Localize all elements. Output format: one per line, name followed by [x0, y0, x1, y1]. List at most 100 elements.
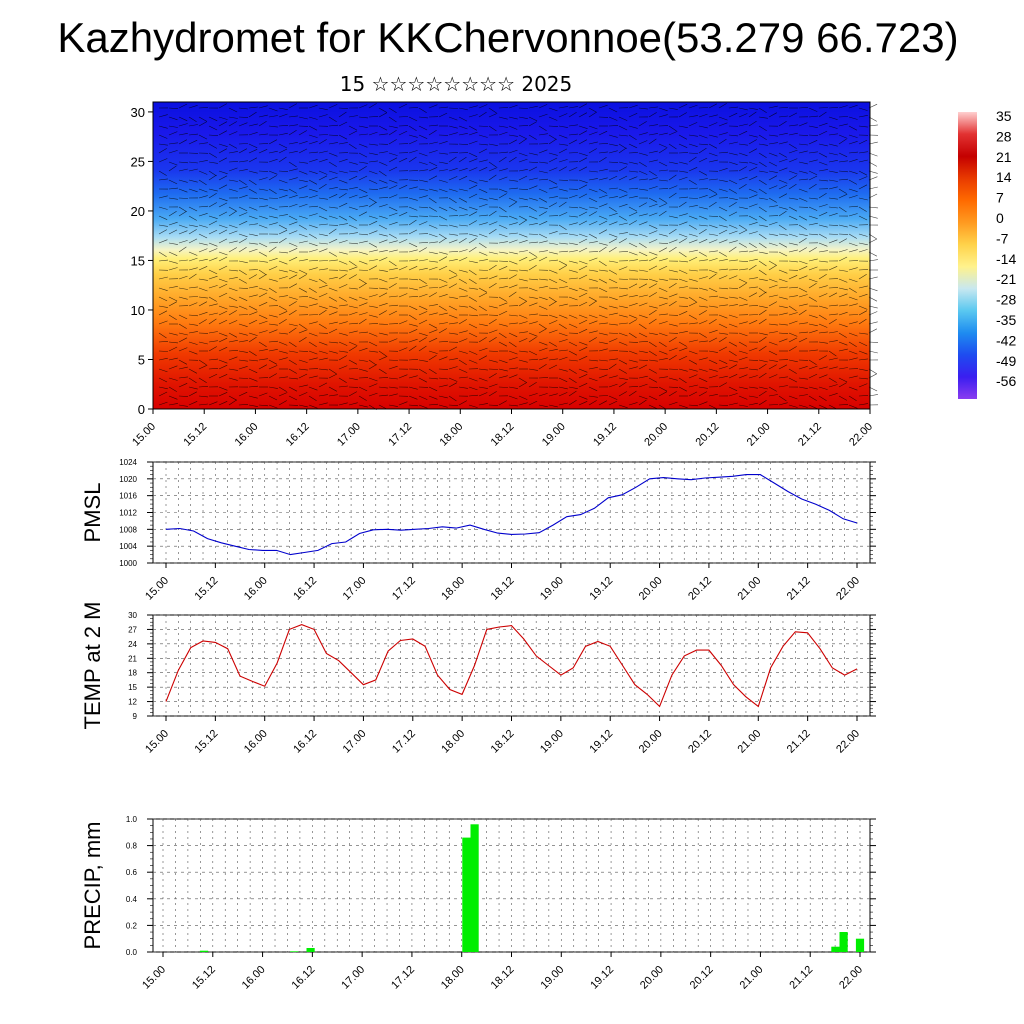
wind-barb	[658, 386, 668, 392]
wind-barb	[548, 393, 558, 397]
wind-barb	[438, 251, 448, 255]
wind-barb	[308, 224, 318, 229]
wind-barb	[628, 350, 638, 355]
wind-barb	[378, 323, 389, 325]
wind-barb	[858, 358, 868, 361]
wind-barb	[188, 386, 198, 390]
wind-barb	[848, 188, 858, 192]
wind-barb	[748, 386, 758, 389]
wind-barb	[628, 152, 639, 154]
wind-barb	[178, 323, 187, 329]
wind-barb	[318, 175, 328, 181]
wind-barb	[218, 184, 228, 190]
wind-barb	[528, 233, 539, 235]
precip-xtick-label: 20.00	[638, 964, 666, 992]
wind-barb	[318, 268, 328, 271]
temp-ytick-label: 18	[128, 669, 137, 678]
wind-barb	[318, 206, 328, 212]
wind-barb	[288, 161, 297, 168]
wind-barb	[808, 170, 818, 176]
wind-barb	[608, 338, 618, 343]
wind-barb	[228, 230, 238, 235]
wind-barb	[638, 251, 648, 257]
wind-barb	[788, 395, 798, 400]
wind-barb	[488, 174, 497, 181]
wind-barb	[718, 332, 728, 335]
wind-barb	[378, 404, 388, 410]
wind-barb	[158, 125, 168, 129]
wind-barb	[308, 188, 318, 192]
wind-barb	[308, 375, 318, 379]
wind-barb	[738, 123, 748, 127]
wind-barb	[498, 386, 509, 388]
temp-ytick-label: 15	[128, 683, 137, 692]
wind-barb	[668, 300, 677, 307]
wind-barb	[798, 178, 809, 181]
wind-barb	[808, 365, 818, 370]
wind-barb	[428, 129, 437, 136]
wind-barb	[308, 314, 319, 316]
wind-barb	[408, 116, 418, 122]
wind-barb	[338, 377, 347, 383]
wind-barb	[628, 390, 637, 397]
wind-barb	[778, 184, 788, 190]
wind-barb	[488, 383, 498, 388]
wind-barb	[708, 224, 718, 229]
wind-barb	[588, 125, 598, 130]
wind-barb	[688, 314, 698, 320]
wind-barb	[488, 305, 498, 309]
wind-barb	[688, 179, 697, 185]
wind-barb	[608, 375, 618, 379]
wind-barb	[188, 273, 197, 280]
wind-barb	[628, 125, 638, 129]
wind-barb	[508, 187, 519, 190]
wind-barb	[398, 239, 408, 244]
wind-barb	[748, 305, 759, 307]
wind-barb	[708, 359, 718, 364]
wind-barb	[738, 350, 748, 354]
wind-barb	[648, 256, 658, 262]
wind-barb	[638, 152, 648, 156]
pmsl-xtick-label: 20.00	[637, 575, 665, 603]
temp-xtick-label: 21.00	[735, 728, 763, 756]
wind-barb	[608, 143, 618, 147]
wind-barb	[168, 365, 178, 370]
wind-barb	[198, 170, 208, 175]
wind-barb	[198, 341, 208, 345]
wind-barb	[648, 278, 658, 282]
wind-barb	[478, 251, 488, 256]
wind-barb	[568, 399, 577, 406]
wind-barb	[558, 159, 568, 163]
wind-barb	[288, 221, 298, 226]
wind-barb	[648, 404, 658, 410]
wind-barb	[248, 377, 258, 382]
wind-barb	[158, 229, 168, 235]
wind-barb	[478, 337, 487, 343]
wind-barb	[818, 260, 828, 263]
wind-barb	[708, 239, 718, 244]
wind-barb	[578, 130, 588, 136]
wind-barb	[538, 133, 548, 136]
wind-barb	[298, 296, 309, 298]
wind-barb	[198, 179, 207, 186]
wind-barb	[708, 273, 717, 280]
wind-barb	[168, 346, 178, 352]
wind-barb	[338, 402, 348, 406]
wind-barb	[298, 259, 308, 262]
colorbar	[958, 112, 977, 399]
wind-barb	[208, 215, 218, 219]
wind-barb	[548, 251, 558, 255]
wind-barb	[208, 188, 218, 192]
wind-barb	[708, 152, 718, 157]
wind-barb	[448, 275, 458, 280]
wind-barb	[278, 319, 287, 325]
precip-bar	[290, 951, 299, 952]
wind-barb	[788, 124, 798, 127]
wind-barb	[448, 224, 458, 228]
wind-barb	[518, 314, 528, 319]
wind-barb	[628, 104, 638, 109]
wind-barb	[478, 197, 488, 201]
colorbar-label: -7	[996, 230, 1009, 246]
wind-barb	[168, 267, 178, 271]
wind-barb	[438, 206, 448, 211]
